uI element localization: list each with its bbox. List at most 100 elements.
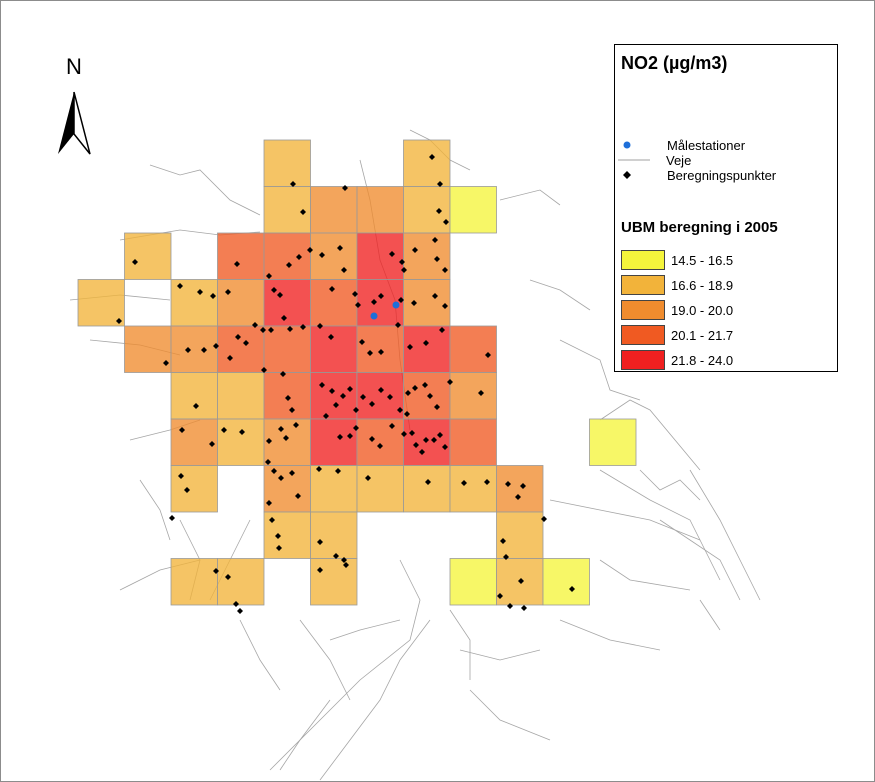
calculation-point [569,586,575,592]
calculation-point [286,262,292,268]
class-swatch [621,300,665,320]
class-label: 21.8 - 24.0 [671,352,734,368]
calculation-point [485,352,491,358]
legend-item-roads: Veje [614,150,691,170]
calculation-point [296,254,302,260]
calculation-point [337,434,343,440]
calculation-point [442,444,448,450]
calculation-point [397,407,403,413]
class-label: 14.5 - 16.5 [671,252,734,268]
black-diamond-icon [615,165,667,185]
grid-cell [589,418,637,466]
calculation-point [329,286,335,292]
calculation-point [278,475,284,481]
calculation-point [411,300,417,306]
calculation-point [252,322,258,328]
calculation-point [419,449,425,455]
grid-cell [217,232,265,280]
calculation-point [163,360,169,366]
grid-cell [310,325,358,373]
calculation-point [261,367,267,373]
calculation-point [265,459,271,465]
grid-cell [310,279,358,327]
grid-cell [496,511,544,559]
calculation-point [342,185,348,191]
grid-cell [403,232,451,280]
calculation-point [307,247,313,253]
calculation-point [293,422,299,428]
calculation-point [401,431,407,437]
grid-cell [170,558,218,606]
calculation-point [316,466,322,472]
calculation-point [260,327,266,333]
calculation-point [213,568,219,574]
calculation-point [341,557,347,563]
calculation-point [277,292,283,298]
measurement-stations [370,301,400,320]
calculation-point [280,371,286,377]
grid-cell [403,186,451,234]
grid-cell [310,418,358,466]
calculation-point [359,339,365,345]
grid-cell [310,558,358,606]
calculation-point [505,481,511,487]
calculation-point [369,401,375,407]
calculation-point [268,327,274,333]
grid-cell [263,139,311,187]
grid-cell [170,418,218,466]
class-swatch [621,275,665,295]
calculation-point [399,259,405,265]
calculation-point [237,608,243,614]
north-label: N [66,54,82,79]
class-swatch [621,325,665,345]
calculation-point [328,334,334,340]
calculation-point [209,441,215,447]
calculation-point [422,382,428,388]
calculation-point [177,283,183,289]
calculation-point [521,605,527,611]
grid-cell [263,418,311,466]
calculation-point [442,303,448,309]
calculation-point [423,437,429,443]
class-label: 16.6 - 18.9 [671,277,734,293]
grid-cell [217,372,265,420]
grid-cell [542,558,590,606]
calculation-point [234,261,240,267]
grid-cell [217,279,265,327]
calculation-point [347,386,353,392]
calculation-point [425,479,431,485]
grid-cell [310,465,358,513]
calculation-point [447,379,453,385]
legend-class: 16.6 - 18.9 [621,273,733,297]
calculation-point [271,468,277,474]
calculation-point [484,479,490,485]
calculation-point [333,402,339,408]
grid-cell [356,418,404,466]
calculation-point [221,427,227,433]
legend-subtitle: UBM beregning i 2005 [621,219,778,236]
grid-cell [403,139,451,187]
calculation-point [353,407,359,413]
calculation-point [243,340,249,346]
calculation-point [317,323,323,329]
class-swatch [621,250,665,270]
legend-title: NO2 (µg/m3) [621,53,728,73]
grid-cell [356,465,404,513]
grid-cell [449,558,497,606]
calculation-point [503,554,509,560]
grid-cell [310,232,358,280]
calculation-point [184,487,190,493]
class-label: 20.1 - 21.7 [671,327,734,343]
calculation-point [427,393,433,399]
calculation-point [169,515,175,521]
calculation-point [409,430,415,436]
calculation-point [395,322,401,328]
calculation-point [281,315,287,321]
calculation-point [520,483,526,489]
grid-cell [217,418,265,466]
legend-item-label: Veje [666,152,692,168]
calculation-point [278,426,284,432]
calculation-point [377,443,383,449]
grid-cell [449,372,497,420]
grid-cell [449,465,497,513]
